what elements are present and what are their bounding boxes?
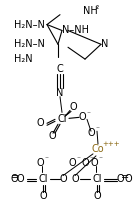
- Text: O: O: [48, 131, 56, 141]
- Text: O: O: [68, 158, 76, 168]
- Text: ⁻: ⁻: [95, 125, 99, 134]
- Text: O: O: [36, 158, 44, 168]
- Text: ⁻: ⁻: [76, 154, 80, 163]
- Text: O: O: [81, 158, 89, 168]
- Text: ₂: ₂: [96, 2, 99, 11]
- Text: H₂N–N: H₂N–N: [14, 20, 45, 30]
- Text: O: O: [16, 173, 24, 184]
- Text: NH: NH: [83, 6, 98, 16]
- Text: N–NH: N–NH: [62, 25, 89, 35]
- Text: O: O: [59, 173, 67, 184]
- Text: Co: Co: [92, 144, 104, 154]
- Text: O: O: [71, 173, 79, 184]
- Text: H₂N–N: H₂N–N: [14, 39, 45, 49]
- Text: N: N: [56, 88, 64, 98]
- Text: Cl: Cl: [92, 173, 102, 184]
- Text: ⁻: ⁻: [98, 154, 102, 163]
- Text: ⁻: ⁻: [89, 154, 93, 163]
- Text: =: =: [11, 172, 19, 182]
- Text: ⁻: ⁻: [44, 154, 48, 163]
- Text: O: O: [87, 128, 95, 138]
- Text: O: O: [116, 173, 124, 184]
- Text: C: C: [57, 64, 63, 74]
- Text: ⁻: ⁻: [86, 109, 90, 118]
- Text: N: N: [101, 39, 108, 49]
- Text: O: O: [36, 118, 44, 128]
- Text: Cl: Cl: [38, 173, 48, 184]
- Text: H₂N: H₂N: [14, 54, 33, 64]
- Text: O: O: [39, 191, 47, 201]
- Text: O: O: [124, 173, 132, 184]
- Text: O: O: [69, 103, 77, 112]
- Text: O: O: [78, 112, 86, 122]
- Text: O: O: [10, 173, 18, 184]
- Text: O: O: [90, 158, 98, 168]
- Text: Cl: Cl: [57, 114, 67, 124]
- Text: =: =: [121, 172, 129, 182]
- Text: +++: +++: [102, 141, 120, 147]
- Text: O: O: [93, 191, 101, 201]
